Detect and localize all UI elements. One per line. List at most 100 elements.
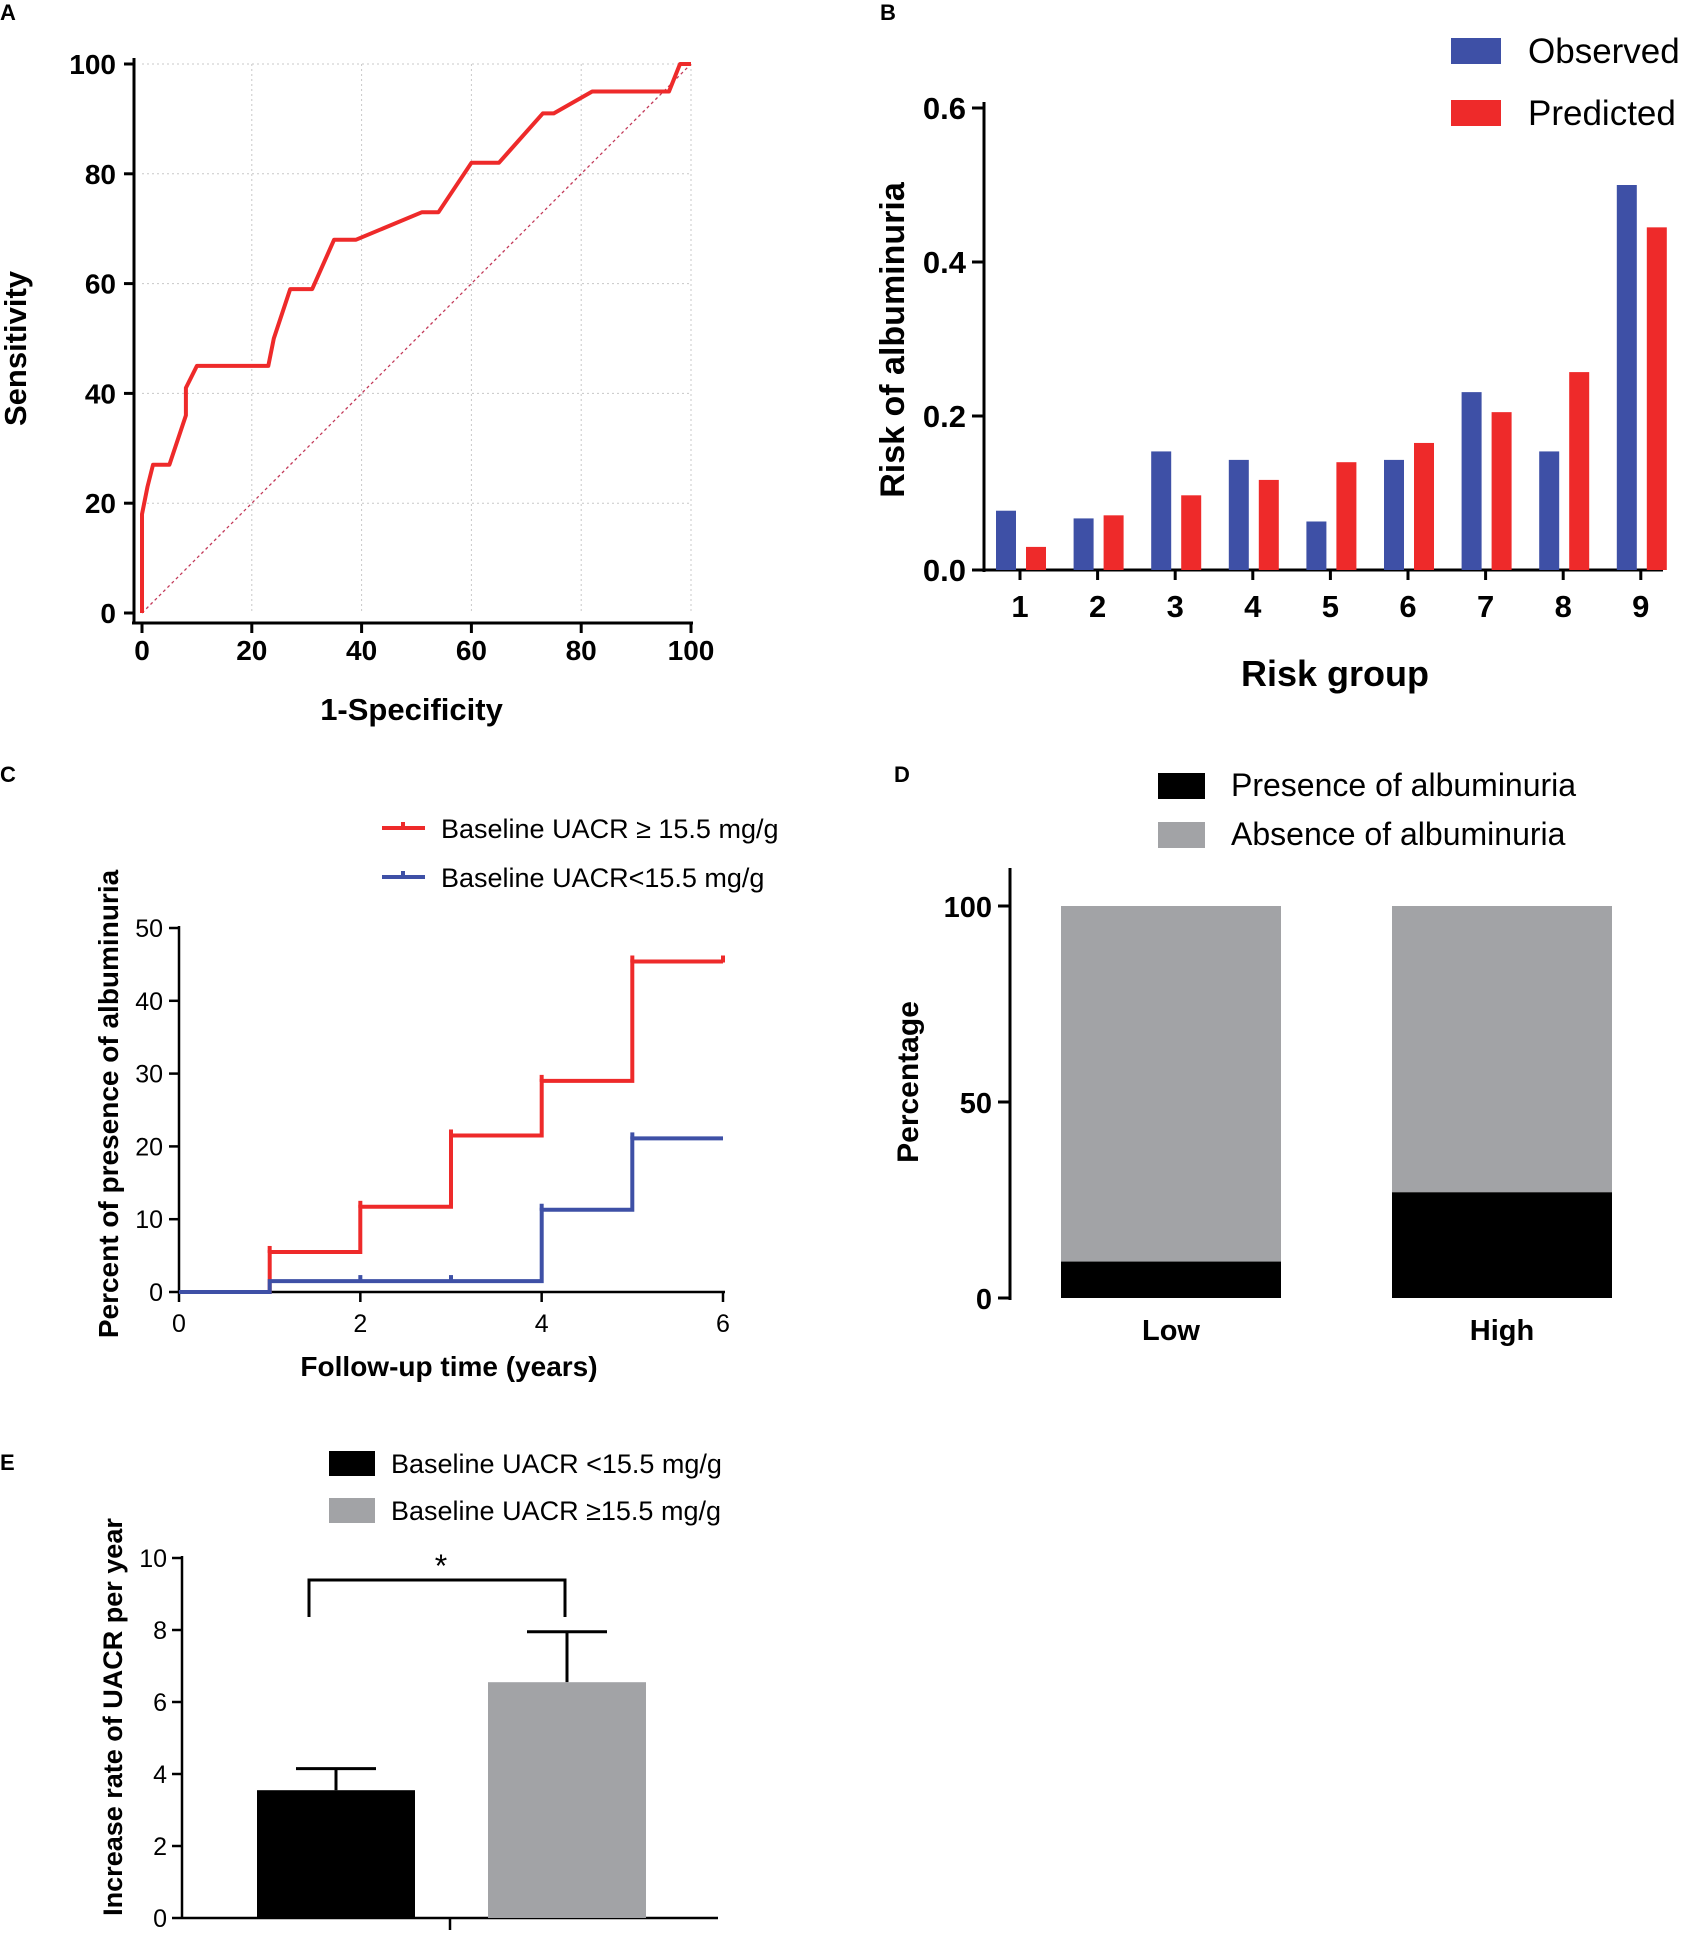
x-tick-label: 4 <box>535 1310 549 1338</box>
y-tick-label: 0 <box>149 1279 163 1307</box>
legend-label: Absence of albuminuria <box>1231 816 1566 852</box>
x-axis-label: Follow-up time (years) <box>300 1351 597 1382</box>
legend-label: Baseline UACR<15.5 mg/g <box>441 863 764 893</box>
y-tick-label: 0.4 <box>923 245 967 280</box>
x-tick-label: 2 <box>353 1310 367 1338</box>
bar-predicted <box>1646 227 1667 570</box>
y-tick-label: 20 <box>85 488 116 519</box>
legend-label: Baseline UACR <15.5 mg/g <box>391 1449 722 1479</box>
y-tick-label: 0.0 <box>923 553 966 588</box>
stacked-bar-absence <box>1392 906 1612 1193</box>
bar-low-uacr <box>257 1790 415 1918</box>
legend-label: Observed <box>1528 32 1680 71</box>
legend-label: Predicted <box>1528 94 1676 133</box>
roc-curve-line <box>140 62 691 613</box>
y-axis-label: Sensitivity <box>0 270 33 426</box>
panel-b-bar-chart: B 0.0 0.2 0.4 0.6 1 2 3 4 5 6 7 8 9 Risk group Risk of … <box>874 0 1680 694</box>
y-tick-label: 10 <box>135 1206 163 1234</box>
x-tick-label: High <box>1470 1315 1534 1347</box>
panel-c-step-chart: C 0 10 20 30 40 50 0 2 4 6 Follow-up time (years) Pe… <box>0 762 778 1382</box>
y-tick-label: 0.6 <box>923 91 966 126</box>
x-tick-label: Low <box>1142 1315 1200 1347</box>
y-tick-label: 10 <box>139 1545 167 1573</box>
panel-label: A <box>0 0 16 25</box>
legend-swatch <box>329 1451 375 1476</box>
bar-observed <box>1616 185 1637 570</box>
y-tick-label: 50 <box>960 1088 992 1120</box>
y-tick-label: 0 <box>976 1284 992 1316</box>
legend-swatch <box>1158 773 1205 799</box>
bar-predicted <box>1491 412 1512 570</box>
y-tick-label: 40 <box>85 378 116 409</box>
legend-label: Baseline UACR ≥ 15.5 mg/g <box>441 814 778 844</box>
bar-observed <box>1306 521 1327 570</box>
bar-observed <box>1151 451 1172 570</box>
x-axis-label: Risk group <box>1241 653 1429 694</box>
bar-observed <box>1228 459 1249 570</box>
bar-observed <box>1384 459 1404 570</box>
y-tick-label: 2 <box>153 1833 167 1861</box>
x-tick-label: 100 <box>668 635 715 666</box>
panel-e-bar-chart: E 0 2 4 6 8 10 * Increase rate of UACR per year B… <box>0 1449 722 1933</box>
stacked-bar-presence <box>1061 1261 1281 1298</box>
legend-swatch <box>1158 822 1205 848</box>
bar-observed <box>1539 451 1560 570</box>
bar-observed <box>996 510 1016 570</box>
y-axis-label: Percentage <box>892 1001 925 1163</box>
legend-swatch <box>329 1498 375 1523</box>
bar-observed <box>1073 518 1094 570</box>
bar-observed <box>1461 392 1482 570</box>
survival-step-line-high <box>179 959 723 1294</box>
y-tick-label: 100 <box>944 892 992 924</box>
y-tick-label: 0.2 <box>923 399 966 434</box>
x-tick-label: 3 <box>1167 589 1184 624</box>
x-tick-label: 9 <box>1632 589 1649 624</box>
x-tick-label: 6 <box>716 1310 730 1338</box>
x-tick-label: 60 <box>456 635 487 666</box>
stacked-bar-presence <box>1392 1192 1612 1298</box>
panel-d-stacked-bar-chart: D 0 50 100 Low High Percentage Presence of albu… <box>892 762 1612 1347</box>
y-axis-label: Risk of albuminuria <box>874 181 912 498</box>
x-tick-label: 1 <box>1011 589 1028 624</box>
bar-predicted <box>1414 442 1434 570</box>
x-tick-label: 0 <box>172 1310 186 1338</box>
reference-diagonal-line <box>141 63 692 614</box>
x-axis-label: 1-Specificity <box>320 692 503 727</box>
y-tick-label: 0 <box>100 598 116 629</box>
panel-label: B <box>880 0 896 25</box>
survival-step-line-low <box>179 1136 723 1294</box>
y-tick-label: 40 <box>135 988 163 1016</box>
x-tick-label: 80 <box>566 635 597 666</box>
y-axis-label: Percent of presence of albuminuria <box>93 869 124 1338</box>
x-tick-label: 20 <box>236 635 267 666</box>
bar-predicted <box>1569 372 1590 570</box>
panel-label: D <box>894 762 910 787</box>
bar-high-uacr <box>488 1682 646 1918</box>
bar-predicted <box>1258 479 1279 570</box>
y-tick-label: 100 <box>69 49 116 80</box>
x-tick-label: 5 <box>1322 589 1339 624</box>
bar-predicted <box>1103 515 1124 570</box>
legend-label: Baseline UACR ≥15.5 mg/g <box>391 1496 721 1526</box>
y-tick-label: 0 <box>153 1905 167 1933</box>
y-tick-label: 30 <box>135 1061 163 1089</box>
x-tick-label: 6 <box>1399 589 1416 624</box>
x-tick-label: 40 <box>346 635 377 666</box>
significance-asterisk: * <box>435 1548 447 1584</box>
bar-predicted <box>1181 495 1202 570</box>
x-tick-label: 8 <box>1555 589 1572 624</box>
legend-swatch <box>1451 38 1501 64</box>
panel-label: E <box>0 1450 15 1475</box>
y-tick-label: 4 <box>153 1761 167 1789</box>
y-tick-label: 8 <box>153 1617 167 1645</box>
x-tick-label: 4 <box>1244 589 1262 624</box>
panel-a-roc-chart: A 0 20 40 60 80 100 0 20 40 60 80 100 1-Specificity Se… <box>0 0 714 727</box>
x-tick-label: 2 <box>1089 589 1106 624</box>
y-tick-label: 20 <box>135 1133 163 1161</box>
significance-bracket <box>307 1578 567 1617</box>
x-tick-label: 0 <box>134 635 150 666</box>
y-tick-label: 6 <box>153 1689 167 1717</box>
bar-predicted <box>1336 462 1357 570</box>
panel-label: C <box>0 762 16 787</box>
